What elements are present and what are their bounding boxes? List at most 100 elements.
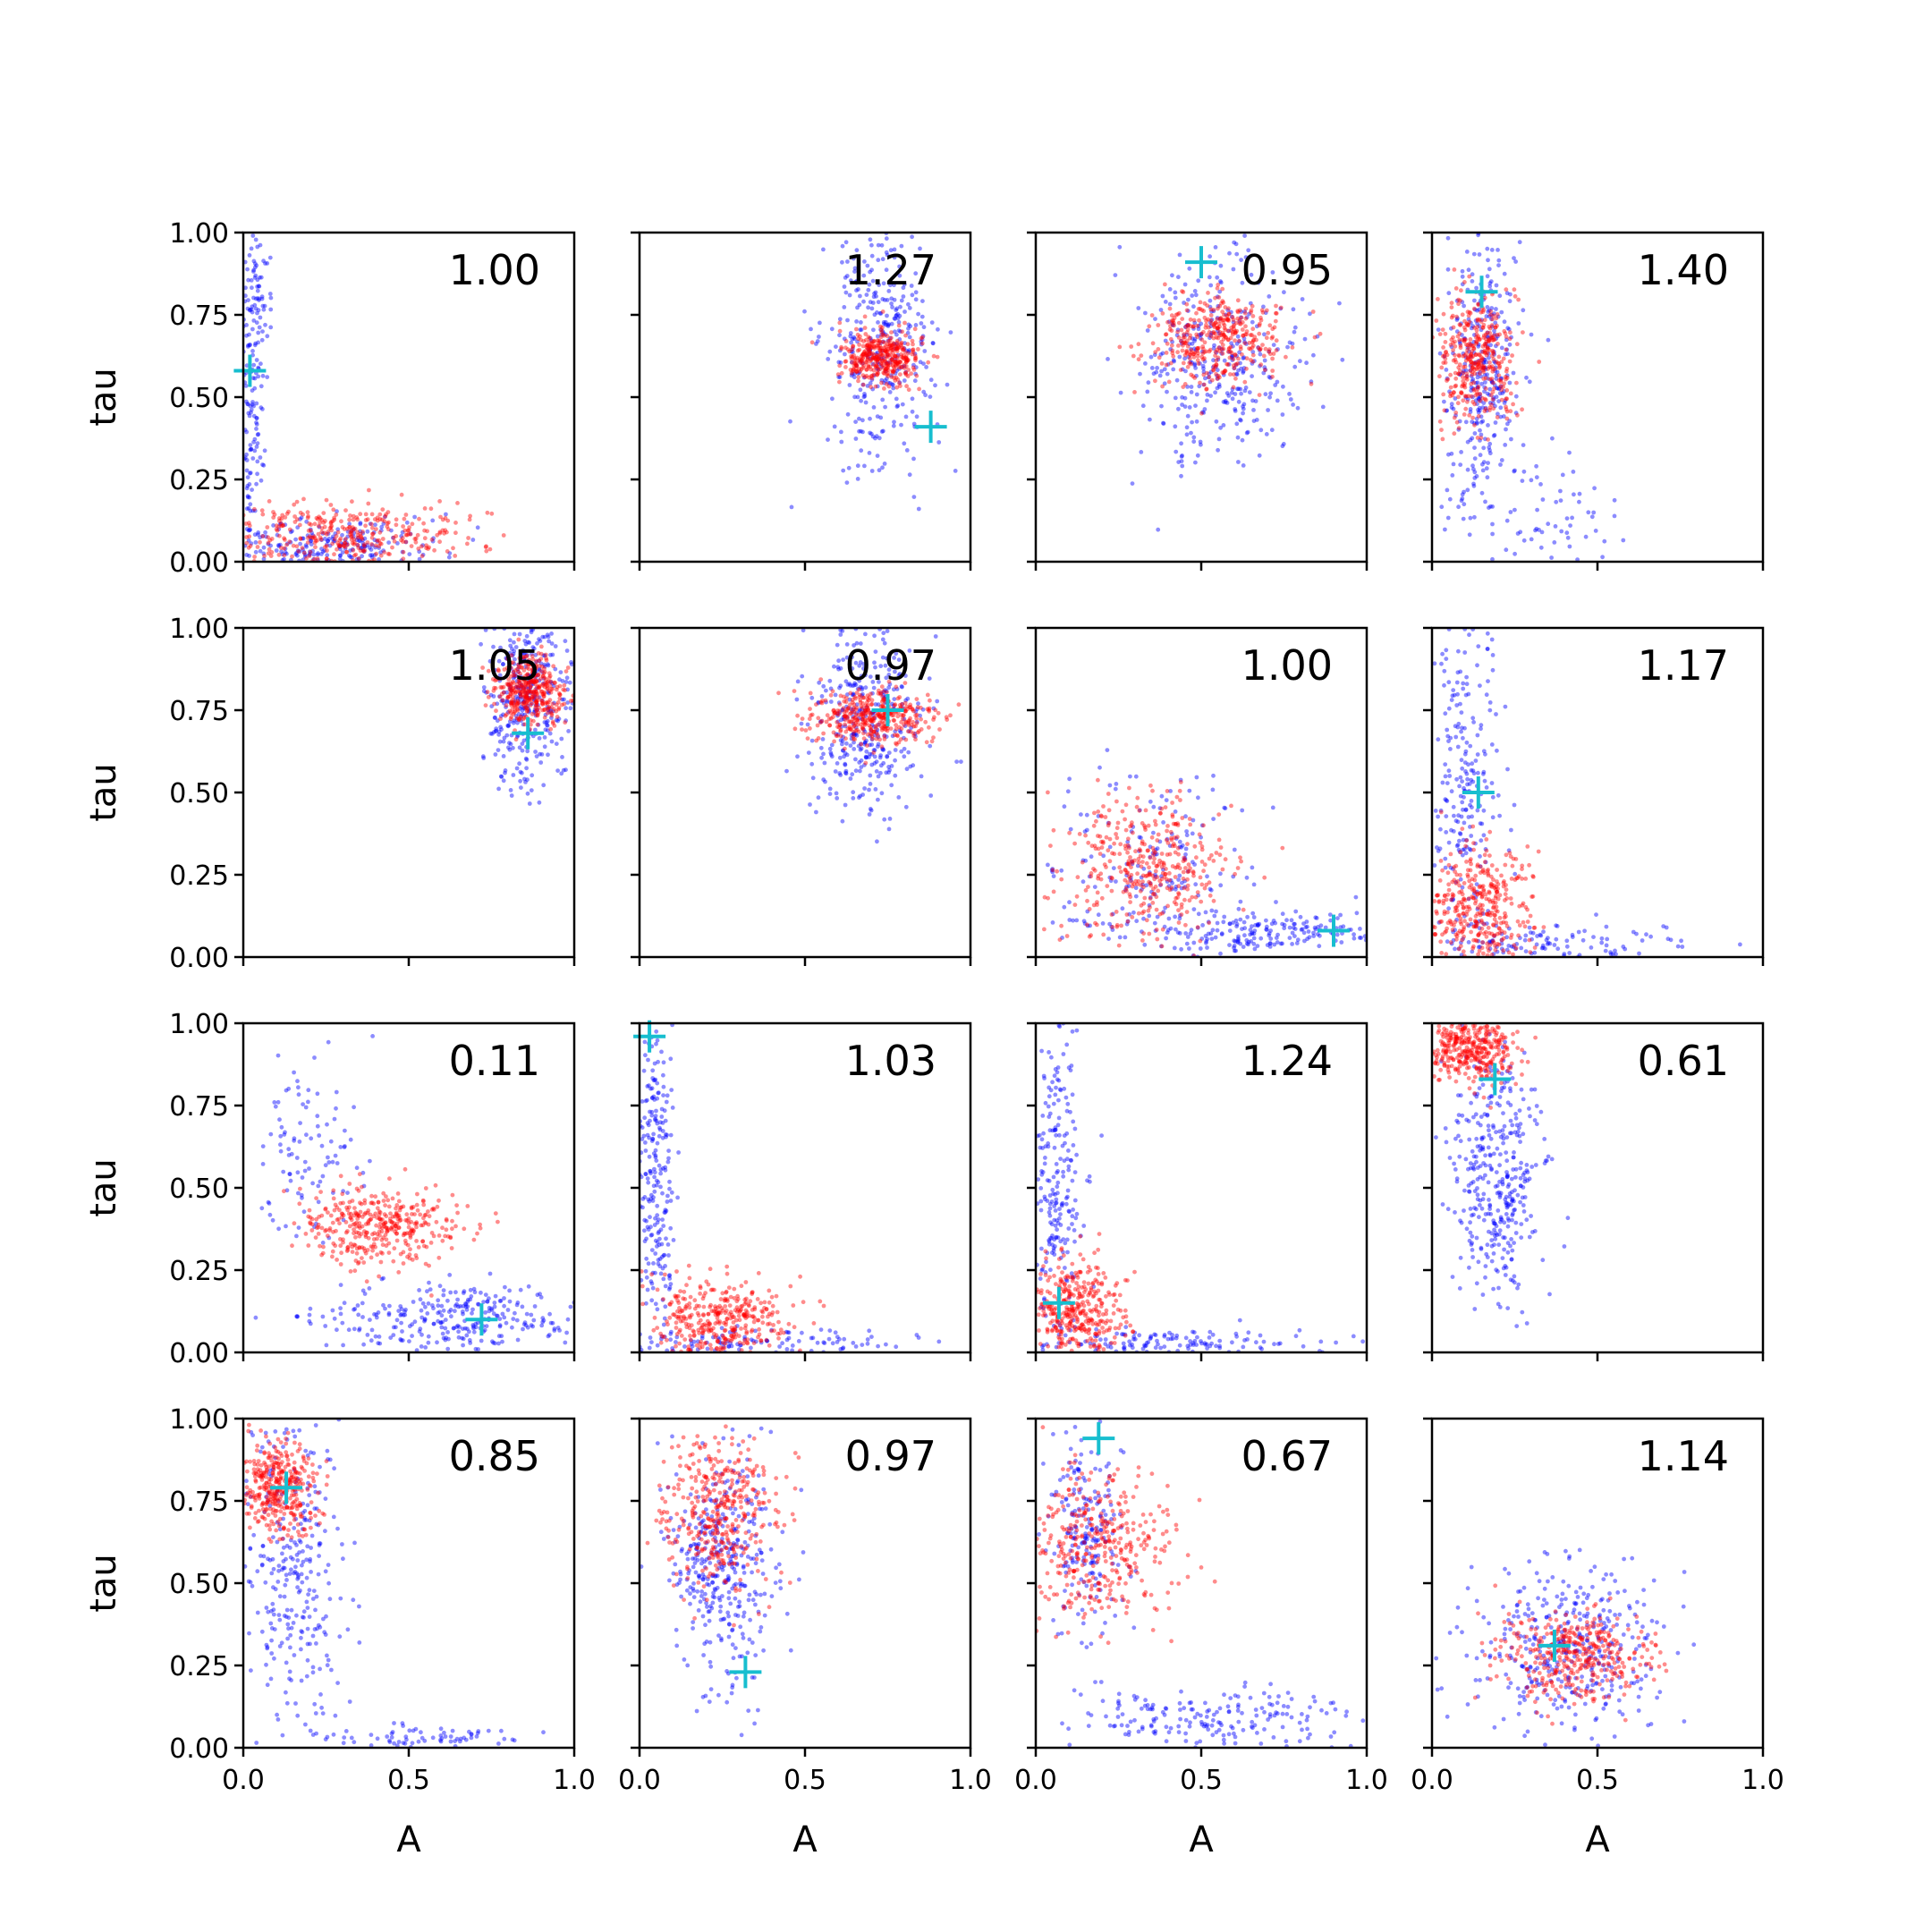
series-b-point bbox=[871, 718, 876, 724]
series-a-point bbox=[870, 361, 876, 367]
series-b-point bbox=[869, 732, 874, 737]
series-a-point bbox=[1315, 334, 1320, 339]
series-a-point bbox=[886, 667, 892, 673]
series-a-point bbox=[817, 335, 821, 339]
series-b-point bbox=[562, 701, 567, 707]
series-a-point bbox=[1317, 944, 1322, 949]
series-b-point bbox=[554, 708, 559, 714]
series-b-point bbox=[867, 715, 872, 720]
series-b-point bbox=[360, 548, 366, 554]
series-b-point bbox=[1160, 384, 1165, 389]
series-a-point bbox=[1258, 428, 1264, 433]
series-a-point bbox=[1231, 319, 1236, 325]
series-b-point bbox=[1233, 320, 1239, 326]
series-b-point bbox=[887, 338, 893, 343]
series-b-point bbox=[847, 711, 852, 716]
series-b-point bbox=[1178, 780, 1183, 784]
series-a-point bbox=[882, 298, 887, 302]
series-b-point bbox=[876, 343, 881, 348]
series-a-point bbox=[1484, 314, 1489, 318]
series-b-point bbox=[1156, 323, 1161, 327]
series-b-point bbox=[867, 716, 872, 721]
series-a-point bbox=[560, 697, 564, 702]
series-b-point bbox=[1201, 309, 1207, 314]
series-a-point bbox=[263, 530, 267, 535]
series-a-point bbox=[840, 243, 845, 249]
series-b-point bbox=[1457, 369, 1462, 373]
series-a-point bbox=[252, 386, 258, 391]
series-a-point bbox=[1161, 421, 1166, 426]
series-b-point bbox=[869, 373, 875, 378]
series-a-point bbox=[844, 752, 850, 758]
series-b-point bbox=[897, 724, 902, 730]
series-a-point bbox=[1243, 386, 1249, 390]
series-b-point bbox=[535, 691, 540, 697]
series-a-point bbox=[245, 475, 250, 479]
series-a-point bbox=[1245, 429, 1250, 435]
series-a-point bbox=[489, 704, 495, 708]
series-b-point bbox=[1161, 860, 1166, 866]
series-b-point bbox=[1218, 316, 1223, 321]
series-a-point bbox=[1485, 274, 1490, 279]
series-a-point bbox=[881, 281, 886, 286]
series-a-point bbox=[860, 685, 864, 691]
series-b-point bbox=[359, 535, 364, 540]
series-a-point bbox=[1199, 321, 1204, 326]
series-a-point bbox=[1338, 912, 1343, 918]
series-b-point bbox=[848, 727, 853, 732]
series-b-point bbox=[317, 514, 321, 520]
series-a-point bbox=[883, 378, 887, 383]
series-b-point bbox=[894, 346, 899, 352]
series-a-point bbox=[850, 371, 855, 377]
series-a-point bbox=[867, 755, 871, 759]
series-b-point bbox=[537, 705, 541, 710]
series-a-point bbox=[1493, 320, 1498, 326]
series-a-point bbox=[1261, 304, 1266, 309]
series-b-point bbox=[849, 719, 854, 724]
series-a-point bbox=[1219, 932, 1224, 936]
series-b-point bbox=[873, 363, 878, 369]
series-b-point bbox=[486, 668, 491, 674]
series-b-point bbox=[851, 343, 856, 349]
series-a-point bbox=[1505, 326, 1511, 331]
series-a-point bbox=[1126, 884, 1131, 888]
series-b-point bbox=[874, 352, 879, 358]
series-a-point bbox=[1185, 413, 1191, 419]
series-a-point bbox=[1496, 263, 1501, 267]
series-a-point bbox=[283, 522, 288, 528]
series-b-point bbox=[540, 708, 545, 713]
series-a-point bbox=[853, 768, 859, 774]
series-b-point bbox=[536, 685, 541, 690]
series-a-point bbox=[515, 696, 521, 701]
series-a-point bbox=[1226, 362, 1232, 367]
series-a-point bbox=[344, 542, 350, 547]
series-a-point bbox=[1233, 242, 1239, 247]
series-b-point bbox=[1459, 391, 1463, 395]
series-a-point bbox=[1191, 435, 1197, 440]
series-b-point bbox=[1504, 369, 1509, 374]
series-b-point bbox=[512, 688, 517, 693]
series-b-point bbox=[508, 674, 513, 679]
series-a-point bbox=[564, 718, 568, 724]
series-b-point bbox=[1185, 343, 1191, 349]
series-b-point bbox=[875, 354, 879, 360]
series-b-point bbox=[338, 536, 343, 541]
series-b-point bbox=[247, 534, 252, 539]
series-a-point bbox=[1238, 386, 1243, 392]
series-a-point bbox=[1308, 311, 1312, 317]
series-a-point bbox=[264, 534, 268, 539]
series-b-point bbox=[1147, 324, 1152, 329]
series-b-point bbox=[1450, 313, 1455, 318]
series-a-point bbox=[1211, 817, 1216, 821]
series-b-point bbox=[1233, 329, 1238, 334]
series-a-point bbox=[1174, 927, 1178, 932]
series-a-point bbox=[1216, 357, 1221, 362]
series-b-point bbox=[1478, 337, 1482, 342]
series-b-point bbox=[524, 695, 529, 699]
series-a-point bbox=[1211, 773, 1216, 778]
series-a-point bbox=[539, 752, 545, 757]
series-a-point bbox=[1227, 250, 1232, 256]
series-a-point bbox=[1249, 939, 1254, 944]
series-a-point bbox=[261, 551, 267, 556]
series-a-point bbox=[521, 656, 527, 661]
